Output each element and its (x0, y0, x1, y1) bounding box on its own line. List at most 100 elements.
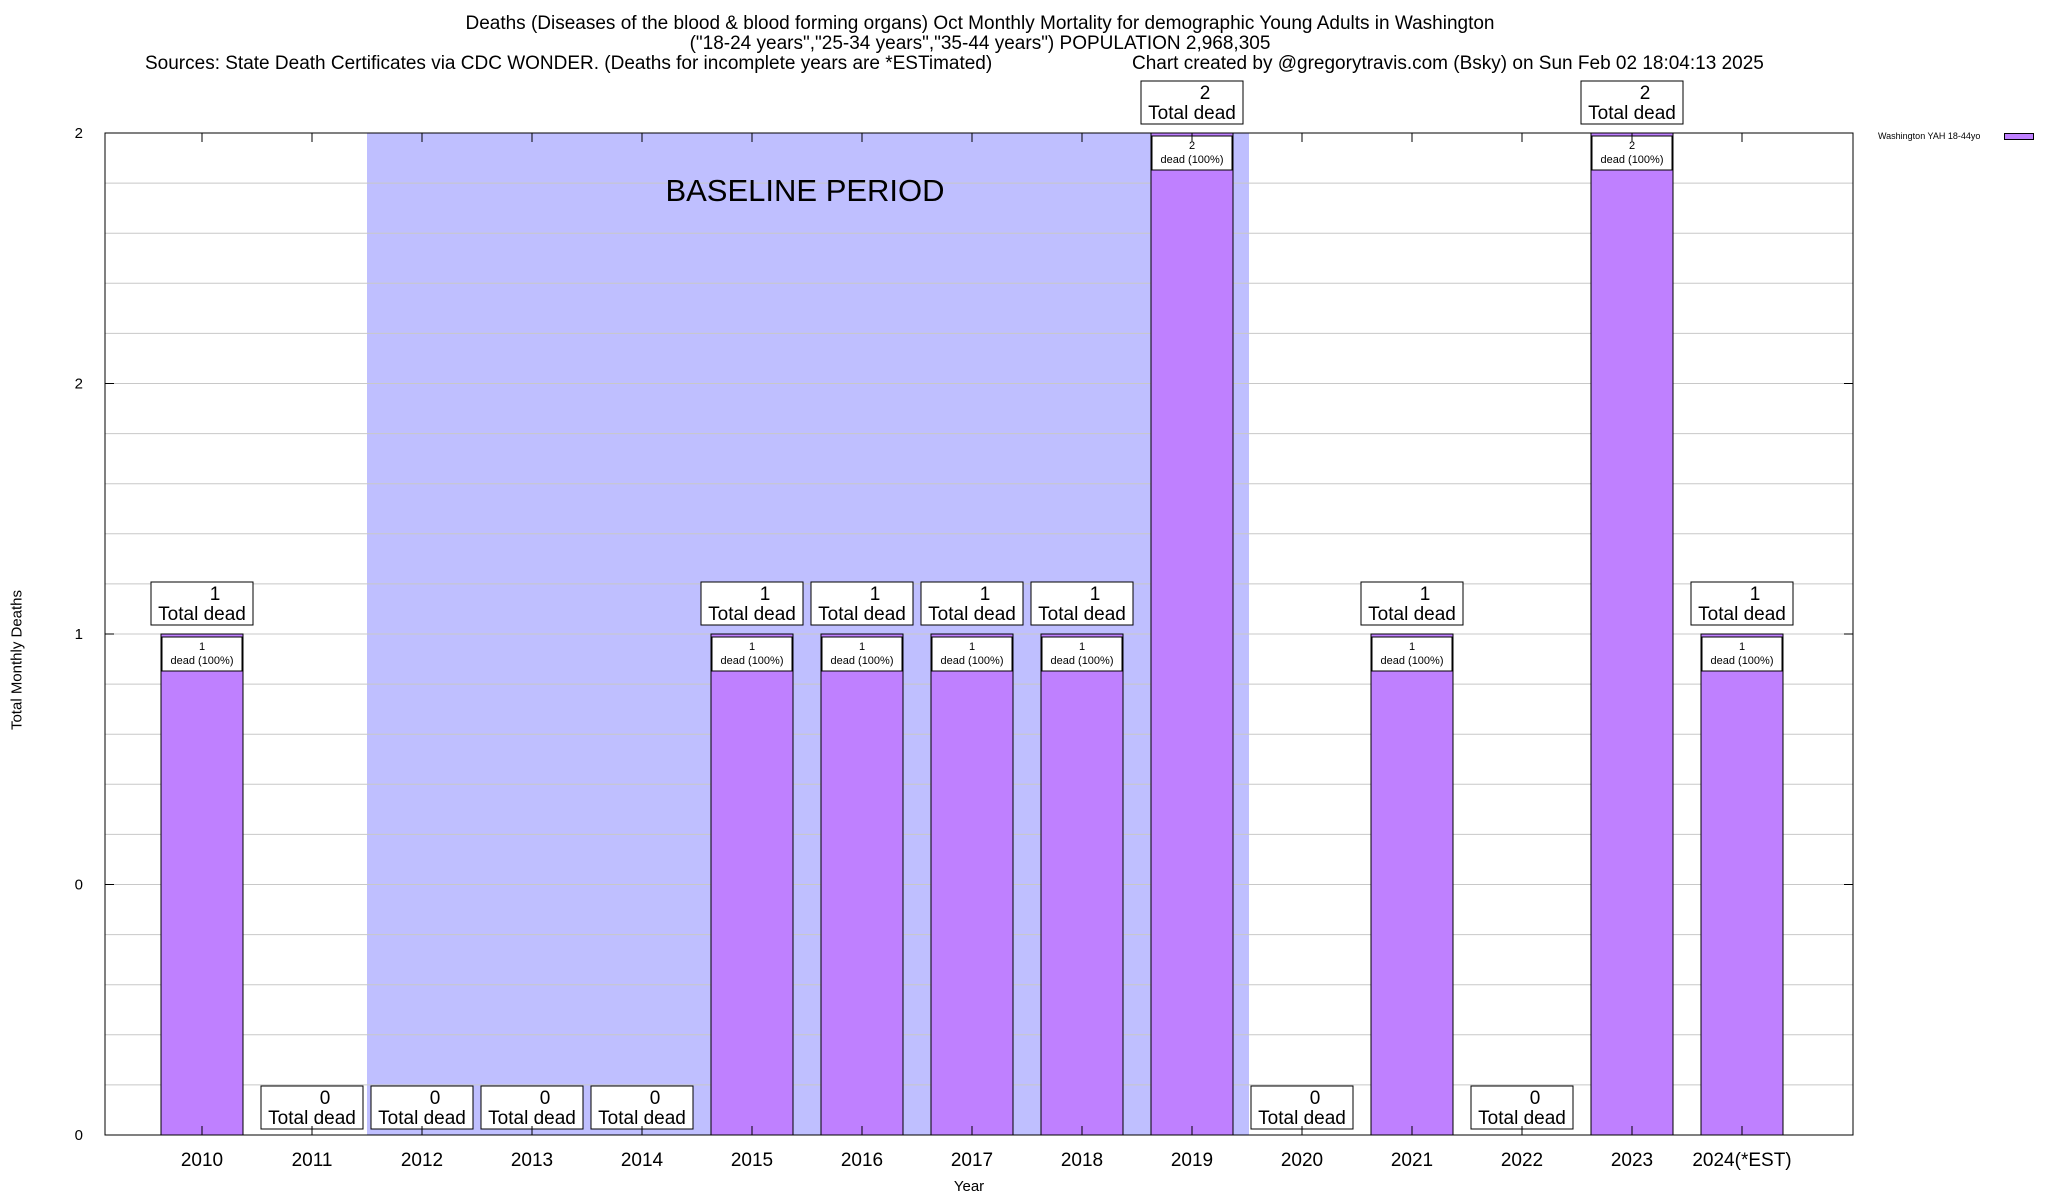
chart-credit: Chart created by @gregorytravis.com (Bsk… (1132, 53, 1764, 74)
total-value: 2 (1200, 83, 1211, 104)
bar-inner-value: 1 (749, 641, 755, 653)
total-value: 1 (1090, 584, 1101, 605)
total-value: 1 (760, 584, 771, 605)
total-value: 1 (210, 584, 221, 605)
bar-inner-value: 1 (969, 641, 975, 653)
legend-swatch (2004, 133, 2034, 140)
total-value: 1 (1750, 584, 1761, 605)
bar (820, 633, 904, 1136)
total-label: Total dead (818, 604, 906, 625)
bar (1700, 633, 1784, 1136)
total-value: 0 (1310, 1088, 1321, 1109)
bar-inner-value: 1 (1739, 641, 1745, 653)
bar-inner-label-box (931, 636, 1013, 672)
total-label-box (1580, 80, 1684, 125)
total-label-box (1690, 581, 1794, 626)
x-tick-label: 2013 (511, 1150, 553, 1171)
bar-inner-label: dead (100%) (721, 655, 784, 667)
total-value: 1 (980, 584, 991, 605)
bar (1040, 633, 1124, 1136)
total-value: 0 (650, 1088, 661, 1109)
total-label-box (700, 581, 804, 626)
total-label: Total dead (488, 1108, 576, 1129)
bar-inner-value: 1 (1079, 641, 1085, 653)
bar (930, 633, 1014, 1136)
total-label-box (260, 1085, 364, 1130)
total-label: Total dead (158, 604, 246, 625)
bar-inner-label: dead (100%) (1381, 655, 1444, 667)
baseline-period-label: BASELINE PERIOD (665, 173, 945, 208)
total-label: Total dead (1148, 103, 1236, 124)
bar-inner-value: 1 (199, 641, 205, 653)
x-tick-label: 2017 (951, 1150, 993, 1171)
bar-inner-label: dead (100%) (831, 655, 894, 667)
total-value: 0 (430, 1088, 441, 1109)
bar (160, 633, 244, 1136)
x-tick-label: 2015 (731, 1150, 773, 1171)
bar (1150, 132, 1234, 1136)
total-label-box (370, 1085, 474, 1130)
bar-inner-label-box (1371, 636, 1453, 672)
total-label: Total dead (1258, 1108, 1346, 1129)
bar-inner-label: dead (100%) (1161, 154, 1224, 166)
total-label: Total dead (708, 604, 796, 625)
total-label-box (1250, 1085, 1354, 1130)
bar (1590, 132, 1674, 1136)
total-label-box (590, 1085, 694, 1130)
total-label: Total dead (1588, 103, 1676, 124)
bar-inner-label: dead (100%) (1051, 655, 1114, 667)
bar-inner-label: dead (100%) (941, 655, 1004, 667)
bar-inner-label-box (1041, 636, 1123, 672)
y-tick-label: 0 (75, 1127, 83, 1144)
x-tick-label: 2012 (401, 1150, 443, 1171)
total-label: Total dead (268, 1108, 356, 1129)
x-axis-label: Year (953, 1178, 985, 1195)
total-value: 0 (540, 1088, 551, 1109)
y-tick-label: 2 (75, 376, 83, 393)
x-tick-label: 2024(*EST) (1692, 1150, 1791, 1171)
bar-inner-value: 2 (1189, 140, 1195, 152)
x-tick-label: 2016 (841, 1150, 883, 1171)
chart-title: Deaths (Diseases of the blood & blood fo… (465, 13, 1495, 34)
total-label: Total dead (598, 1108, 686, 1129)
chart-subtitle: ("18-24 years","25-34 years","35-44 year… (689, 33, 1271, 54)
total-label-box (1030, 581, 1134, 626)
total-label-box (1140, 80, 1244, 125)
total-value: 2 (1640, 83, 1651, 104)
total-value: 1 (870, 584, 881, 605)
x-tick-label: 2018 (1061, 1150, 1103, 1171)
y-axis-label: Total Monthly Deaths (8, 589, 26, 731)
bar-inner-value: 1 (859, 641, 865, 653)
x-tick-label: 2010 (181, 1150, 223, 1171)
x-tick-label: 2011 (292, 1150, 333, 1171)
bar-inner-label: dead (100%) (171, 655, 234, 667)
bar-inner-value: 2 (1629, 140, 1635, 152)
bar-inner-label-box (1701, 636, 1783, 672)
plot-border (104, 132, 1854, 1136)
bar-inner-label-box (711, 636, 793, 672)
bar-inner-label: dead (100%) (1711, 655, 1774, 667)
y-tick-label: 2 (75, 125, 83, 142)
chart-sources: Sources: State Death Certificates via CD… (145, 53, 993, 74)
x-tick-label: 2022 (1501, 1150, 1543, 1171)
total-label-box (1360, 581, 1464, 626)
bar-inner-value: 1 (1409, 641, 1415, 653)
legend-label: Washington YAH 18-44yo (1878, 131, 1981, 141)
bar (710, 633, 794, 1136)
total-value: 1 (1420, 584, 1431, 605)
total-label: Total dead (378, 1108, 466, 1129)
bar-inner-label: dead (100%) (1601, 154, 1664, 166)
bar (1370, 633, 1454, 1136)
total-value: 0 (320, 1088, 331, 1109)
x-tick-label: 2014 (621, 1150, 664, 1171)
total-value: 0 (1530, 1088, 1541, 1109)
total-label-box (810, 581, 914, 626)
x-tick-label: 2019 (1171, 1150, 1213, 1171)
y-tick-label: 1 (75, 626, 83, 643)
bar-inner-label-box (161, 636, 243, 672)
bar-inner-label-box (821, 636, 903, 672)
total-label: Total dead (1698, 604, 1786, 625)
total-label-box (920, 581, 1024, 626)
x-tick-label: 2021 (1391, 1150, 1433, 1171)
